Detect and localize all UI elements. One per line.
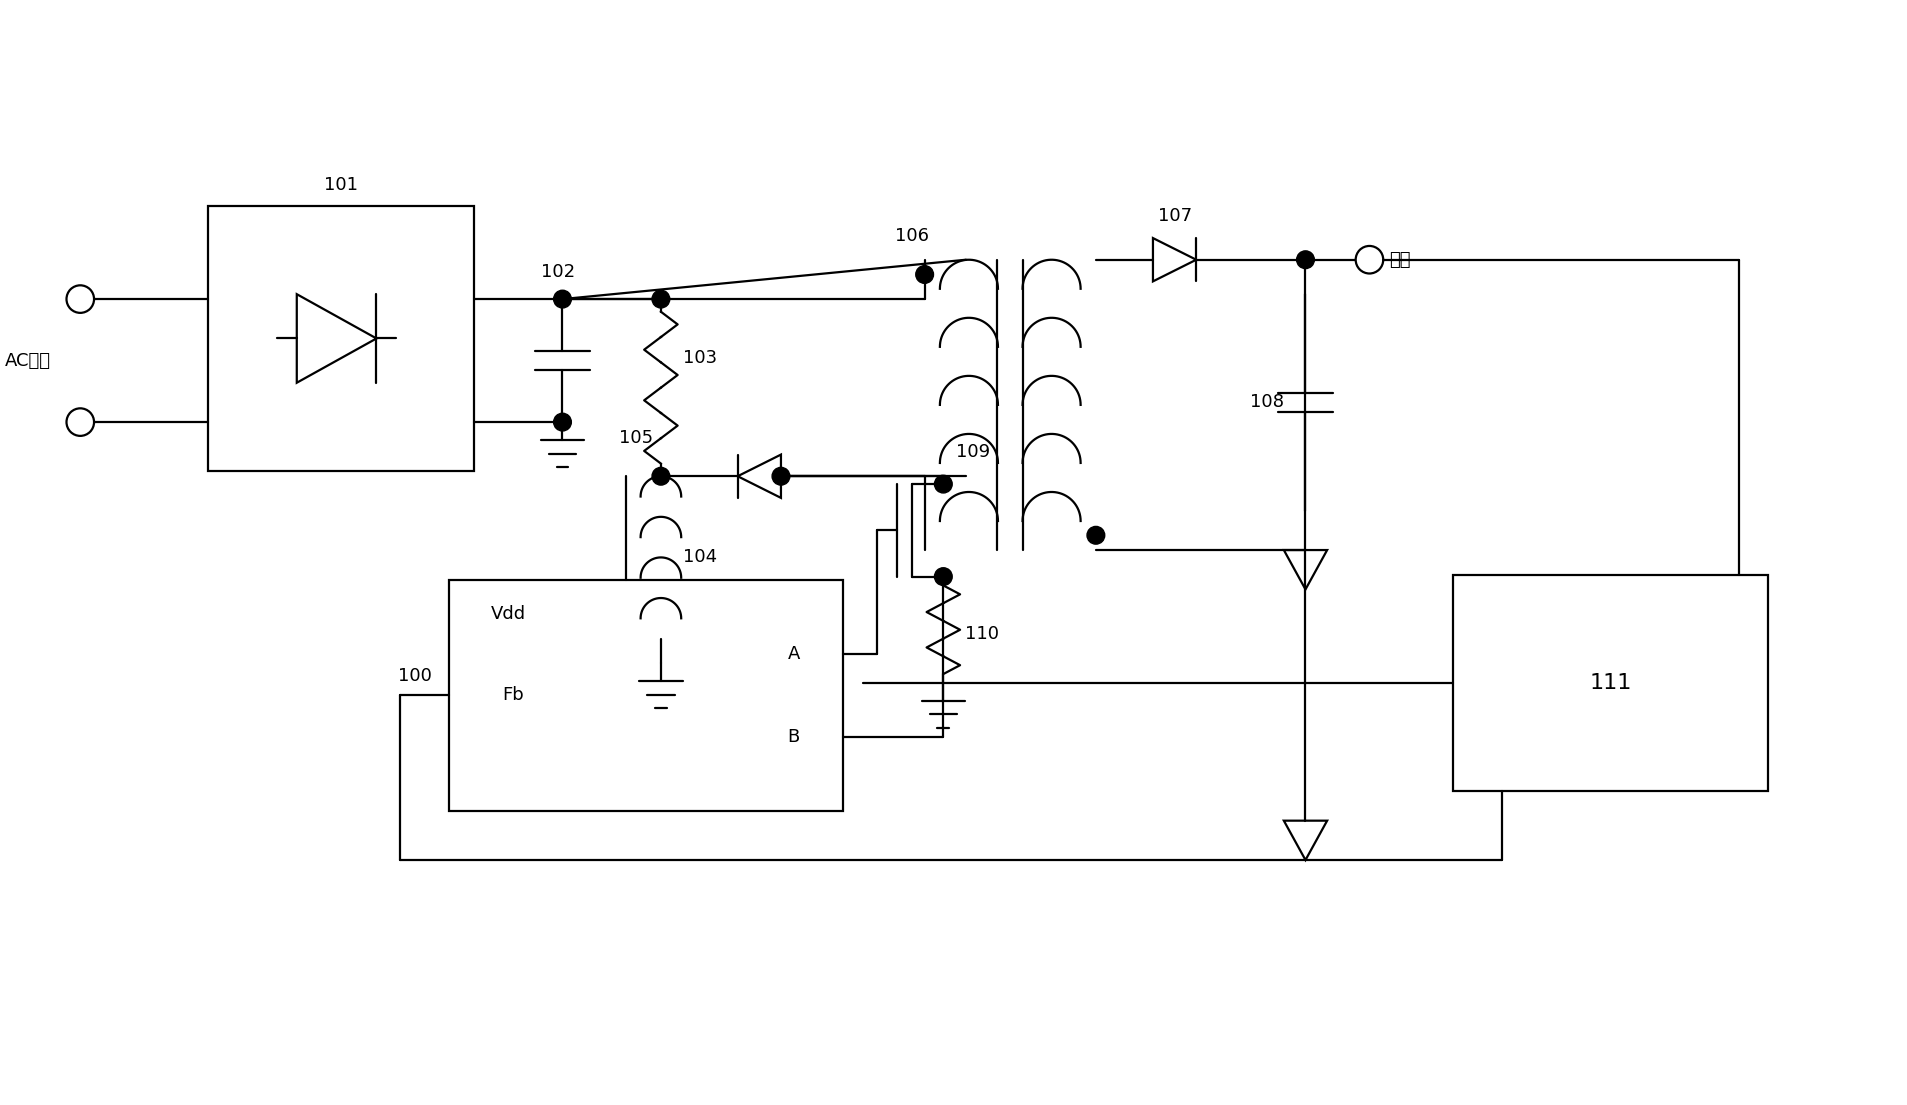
Text: 110: 110 [965, 624, 999, 643]
Text: B: B [788, 728, 799, 746]
Circle shape [772, 467, 789, 485]
Circle shape [553, 291, 570, 308]
Text: 100: 100 [397, 666, 431, 684]
Text: 102: 102 [540, 263, 574, 282]
Text: 111: 111 [1589, 673, 1630, 693]
Circle shape [1297, 251, 1314, 269]
Bar [1453, 575, 1768, 791]
Text: 109: 109 [955, 443, 990, 462]
Text: AC输入: AC输入 [4, 351, 51, 369]
Circle shape [652, 467, 669, 485]
Text: 输出: 输出 [1388, 251, 1409, 269]
Text: Vdd: Vdd [490, 606, 526, 623]
Text: 106: 106 [894, 227, 929, 245]
Circle shape [1087, 526, 1104, 544]
Circle shape [934, 568, 952, 586]
Circle shape [652, 291, 669, 308]
Text: 107: 107 [1158, 208, 1192, 225]
Circle shape [553, 413, 570, 431]
Text: A: A [788, 644, 799, 663]
Text: 108: 108 [1249, 393, 1283, 411]
Text: 104: 104 [683, 548, 717, 567]
Bar [448, 579, 843, 811]
Text: 101: 101 [324, 176, 359, 193]
Text: Fb: Fb [502, 686, 524, 704]
Bar [208, 206, 473, 472]
Text: 105: 105 [620, 429, 652, 446]
Text: 103: 103 [683, 349, 717, 367]
Circle shape [934, 475, 952, 493]
Circle shape [915, 265, 933, 283]
